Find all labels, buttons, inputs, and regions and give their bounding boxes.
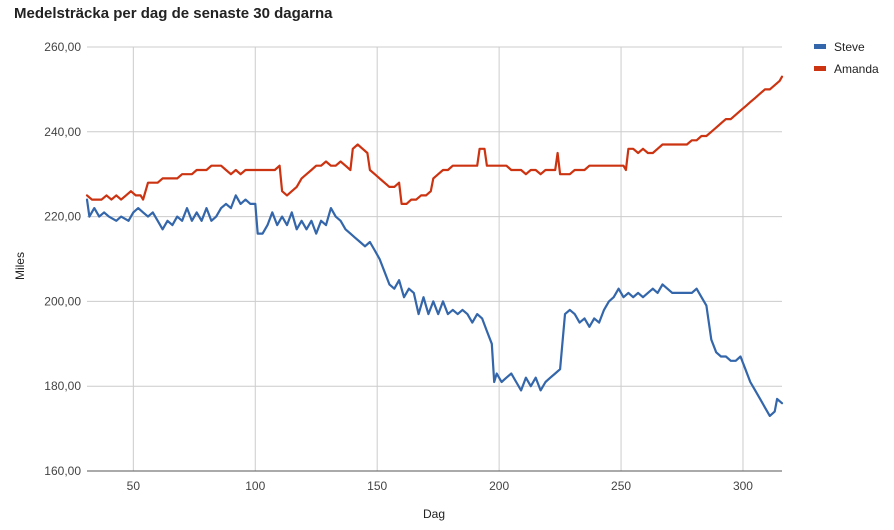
grid <box>87 46 782 472</box>
series-line-steve <box>85 194 784 417</box>
series-layer <box>85 75 784 417</box>
legend-swatch-steve <box>814 44 826 49</box>
x-tick-label: 100 <box>245 479 265 493</box>
x-tick-label: 150 <box>367 479 387 493</box>
legend-label-amanda: Amanda <box>834 62 879 76</box>
y-tick-label: 160,00 <box>44 464 81 478</box>
x-tick-label: 50 <box>127 479 141 493</box>
chart-title: Medelsträcka per dag de senaste 30 dagar… <box>14 5 333 22</box>
legend-label-steve: Steve <box>834 40 865 54</box>
x-tick-label: 200 <box>489 479 509 493</box>
axes: 160,00 180,00 200,00 220,00 240,00 260,00 50 10… <box>44 40 782 493</box>
y-tick-label: 260,00 <box>44 40 81 54</box>
y-tick-label: 220,00 <box>44 210 81 224</box>
legend: Steve Amanda <box>814 40 879 76</box>
x-tick-label: 250 <box>611 479 631 493</box>
x-axis-title: Dag <box>423 507 445 521</box>
y-tick-label: 180,00 <box>44 379 81 393</box>
legend-swatch-amanda <box>814 66 826 71</box>
x-tick-label: 300 <box>733 479 753 493</box>
y-tick-label: 200,00 <box>44 294 81 308</box>
series-line-amanda <box>85 75 784 205</box>
y-axis-title: Miles <box>13 252 27 280</box>
y-tick-label: 240,00 <box>44 125 81 139</box>
